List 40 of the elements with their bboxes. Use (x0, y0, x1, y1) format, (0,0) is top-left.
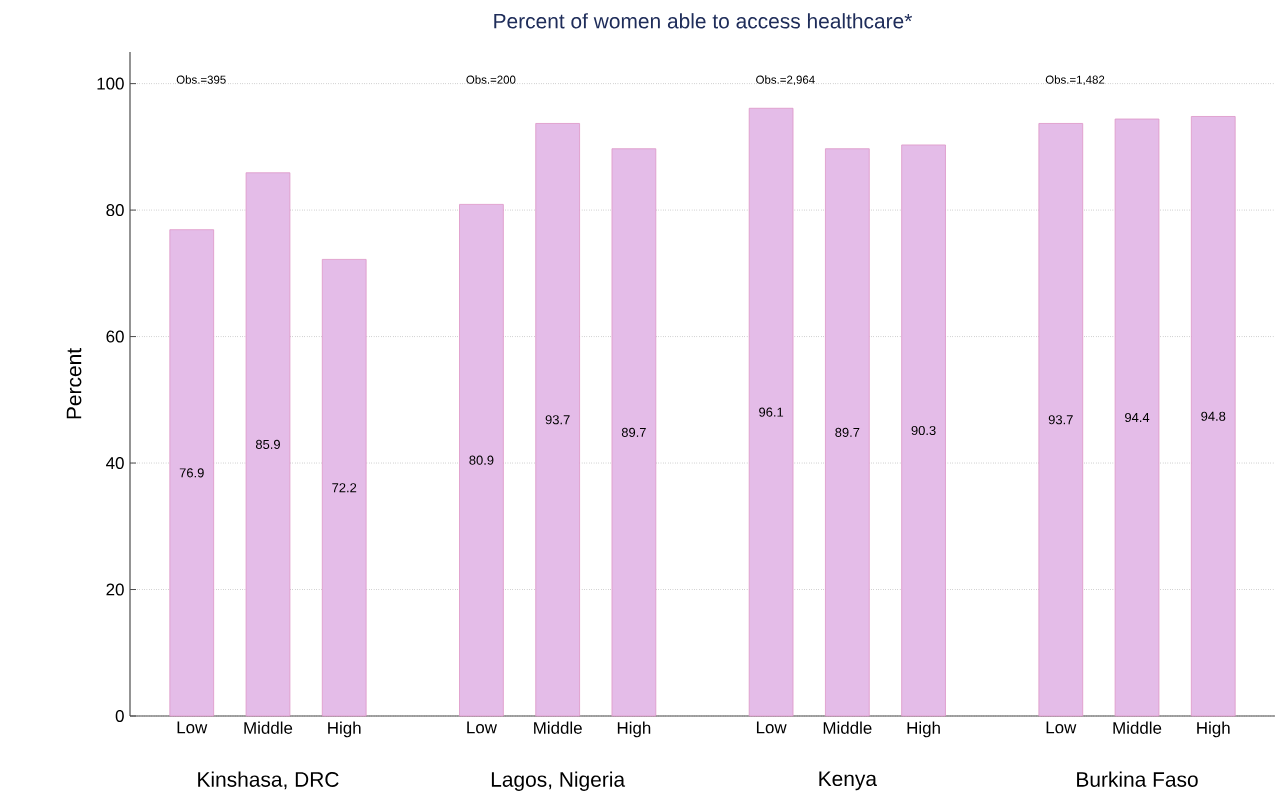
x-tick-label: Middle (1113, 721, 1162, 734)
data-label: 94.8 (1201, 411, 1226, 421)
data-label: 96.1 (759, 407, 784, 417)
text: Kinshasa, DRC (198, 771, 339, 790)
x-tick-label: High (617, 721, 651, 738)
text: Burkina Faso (1077, 771, 1198, 787)
text: Lagos, Nigeria (491, 771, 626, 792)
data-label: 93.7 (1048, 415, 1073, 425)
x-tick-label: Low (756, 721, 787, 734)
data-label: 76.9 (179, 468, 204, 478)
y-tick-label: 80 (106, 204, 124, 217)
x-tick-label: High (907, 721, 940, 738)
x-tick-label: Middle (244, 721, 293, 734)
y-axis-title: Percent (66, 348, 82, 419)
data-label: 93.7 (545, 415, 570, 425)
data-label: 89.7 (621, 427, 646, 437)
y-tick-label: 100 (97, 77, 124, 90)
data-label: 89.7 (835, 427, 860, 437)
data-label: 94.4 (1125, 412, 1150, 423)
data-label: 85.9 (255, 439, 280, 449)
annotation: Obs.=200 (466, 75, 516, 84)
y-tick-label: 60 (106, 330, 124, 343)
x-tick-label: Low (1046, 721, 1077, 734)
annotation: Obs.=2,964 (756, 75, 815, 86)
data-label: 80.9 (469, 455, 494, 465)
data-label: 72.2 (332, 483, 357, 493)
data-label: 90.3 (911, 425, 936, 436)
x-tick-label: High (328, 721, 361, 738)
x-tick-label: Middle (823, 721, 872, 734)
x-tick-label: Low (177, 721, 208, 734)
annotation: Obs.=395 (176, 75, 226, 84)
y-tick-label: 0 (115, 710, 124, 722)
x-tick-label: High (1197, 721, 1230, 738)
annotation: Obs.=1,482 (1045, 75, 1105, 86)
chart-title: Percent of women able to access healthcare* (494, 13, 913, 29)
x-tick-label: Middle (534, 721, 582, 734)
x-tick-label: Low (467, 721, 497, 734)
y-tick-label: 40 (106, 457, 124, 470)
y-tick-label: 20 (106, 583, 124, 596)
text: Kenya (819, 771, 877, 791)
